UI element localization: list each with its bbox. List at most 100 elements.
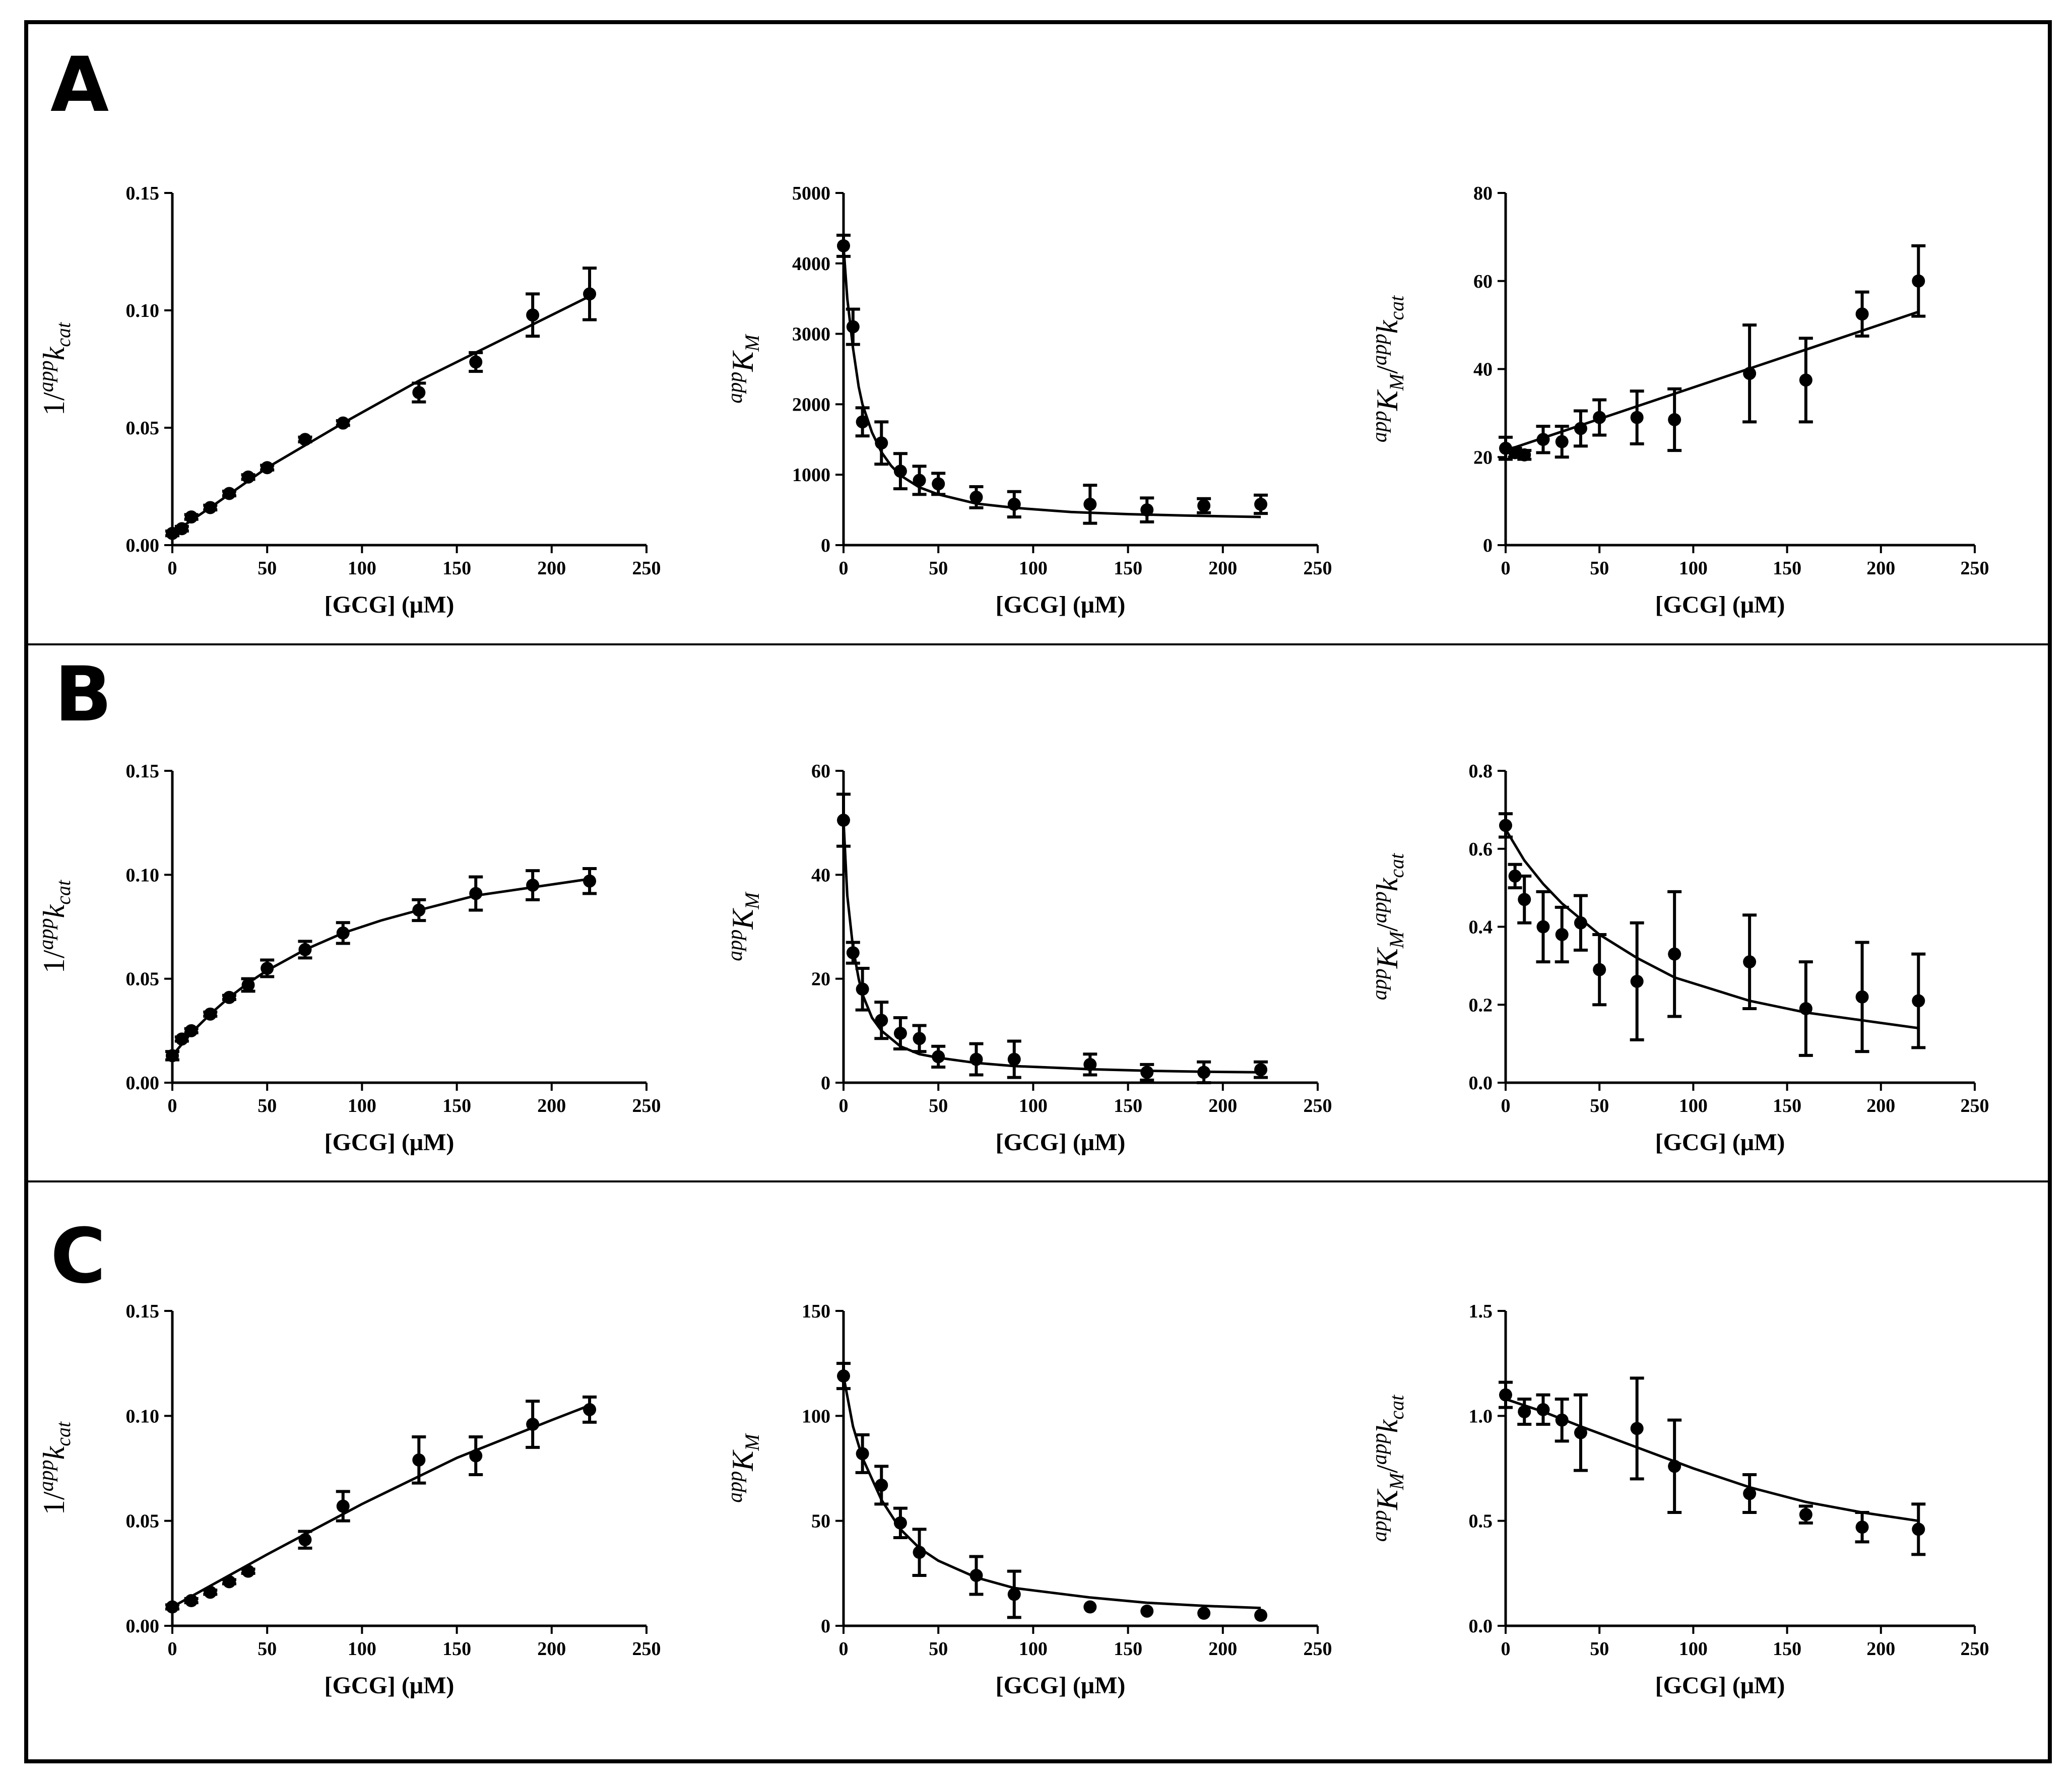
data-point [583, 287, 597, 301]
data-point [1197, 1607, 1211, 1620]
x-tick-label: 200 [1866, 558, 1895, 579]
x-tick-label: 250 [632, 1638, 661, 1660]
y-tick-label: 60 [1473, 271, 1493, 292]
x-tick-label: 200 [1208, 558, 1237, 579]
x-tick-label: 100 [1679, 1095, 1708, 1116]
data-point [1799, 373, 1812, 387]
x-tick-label: 50 [257, 558, 277, 579]
ylab-sup: app [1368, 891, 1391, 923]
panel-label-b: B [54, 651, 112, 739]
x-tick-label: 150 [442, 1095, 471, 1116]
x-tick-label: 250 [1961, 1095, 1989, 1116]
data-point [1254, 1063, 1268, 1077]
data-point [526, 878, 540, 892]
data-point [204, 1586, 217, 1599]
data-point [1555, 928, 1569, 941]
ylab-sup: app [1368, 968, 1391, 1000]
y-tick-label: 0 [821, 535, 830, 556]
y-tick-label: 40 [811, 865, 830, 886]
data-point [856, 1447, 869, 1461]
x-tick-label: 150 [1773, 1638, 1801, 1660]
data-point [222, 1575, 236, 1589]
x-tick-label: 100 [348, 558, 376, 579]
x-axis-title: [GCG] (μM) [325, 1129, 455, 1156]
y-tick-label: 100 [802, 1406, 830, 1427]
y-tick-label: 40 [1473, 359, 1493, 380]
x-tick-label: 50 [257, 1638, 277, 1660]
data-point [336, 1499, 350, 1513]
data-point [837, 814, 850, 827]
data-point [1536, 1403, 1550, 1416]
data-point [298, 943, 312, 956]
fit-curve [1505, 1398, 1919, 1523]
x-tick-label: 100 [1679, 1638, 1708, 1660]
data-point [1855, 1521, 1869, 1534]
ylab-main: k [1371, 319, 1404, 334]
y-tick-label: 80 [1473, 183, 1493, 204]
data-point [1083, 1600, 1097, 1614]
ylab-prefix: 1/ [37, 950, 71, 973]
data-point [175, 522, 188, 536]
data-point [1574, 916, 1587, 930]
data-point [1197, 499, 1211, 512]
data-point [893, 465, 907, 478]
data-point [1630, 974, 1644, 988]
y-tick-label: 0.15 [126, 1301, 160, 1322]
x-tick-label: 0 [1501, 558, 1511, 579]
x-axis-title: [GCG] (μM) [325, 1672, 455, 1699]
panel-label-a: A [50, 41, 109, 129]
ylab-slash: / [1371, 1465, 1404, 1473]
data-point [166, 1049, 179, 1063]
ylab-prefix: 1/ [37, 392, 71, 416]
x-tick-label: 150 [1114, 1638, 1142, 1660]
y-tick-label: 0.2 [1469, 995, 1493, 1016]
data-point [241, 470, 255, 484]
data-point [1140, 503, 1154, 517]
data-point [184, 510, 198, 524]
data-point [241, 1564, 255, 1578]
x-tick-label: 0 [839, 1095, 849, 1116]
ylab-sub: cat [1385, 1395, 1408, 1420]
x-tick-label: 100 [1019, 558, 1048, 579]
data-point [1912, 1523, 1925, 1536]
x-axis-title: [GCG] (μM) [1655, 591, 1785, 618]
y-tick-label: 0.05 [126, 418, 160, 439]
data-point [336, 926, 350, 940]
x-tick-label: 50 [929, 1638, 948, 1660]
data-point [1007, 1588, 1021, 1601]
data-point [969, 490, 983, 504]
data-point [184, 1594, 198, 1607]
chart-b-2: 0 50 100 150 200 250 0 20 40 60 [GCG] (μM) appKM [724, 761, 1332, 1156]
data-point [1668, 947, 1681, 961]
y-axis-title: appKM/appkcat [1368, 1395, 1408, 1542]
x-tick-label: 50 [929, 1095, 948, 1116]
y-tick-label: 0.10 [126, 865, 160, 886]
y-axis-title: 1/appkcat [35, 322, 75, 416]
ylab-sub: cat [52, 322, 75, 347]
ylab-sup: app [724, 930, 747, 961]
data-point [412, 1453, 426, 1467]
data-point [469, 887, 483, 900]
y-tick-label: 0.5 [1469, 1511, 1493, 1532]
ylab-sup: app [1368, 411, 1391, 442]
y-tick-label: 3000 [792, 324, 830, 345]
y-tick-label: 20 [811, 969, 830, 990]
ylab-main: K [1371, 389, 1404, 411]
x-tick-label: 150 [1114, 558, 1142, 579]
x-tick-label: 200 [537, 558, 566, 579]
y-tick-label: 0.05 [126, 1511, 160, 1532]
data-point [1574, 1426, 1587, 1439]
data-point [1254, 1609, 1268, 1622]
y-tick-label: 0.0 [1469, 1073, 1493, 1094]
data-point [526, 308, 540, 322]
ylab-sub: M [741, 334, 763, 352]
panel-label-c: C [50, 1213, 106, 1300]
data-point [1555, 1413, 1569, 1427]
y-axis-title: appKM [724, 1433, 763, 1503]
y-tick-label: 50 [811, 1511, 830, 1532]
fit-curve [1505, 310, 1919, 452]
data-point [1518, 448, 1531, 461]
x-tick-label: 250 [1961, 1638, 1989, 1660]
chart-c-2: 0 50 100 150 200 250 0 50 100 150 [GCG] (μM) appKM [724, 1301, 1332, 1699]
